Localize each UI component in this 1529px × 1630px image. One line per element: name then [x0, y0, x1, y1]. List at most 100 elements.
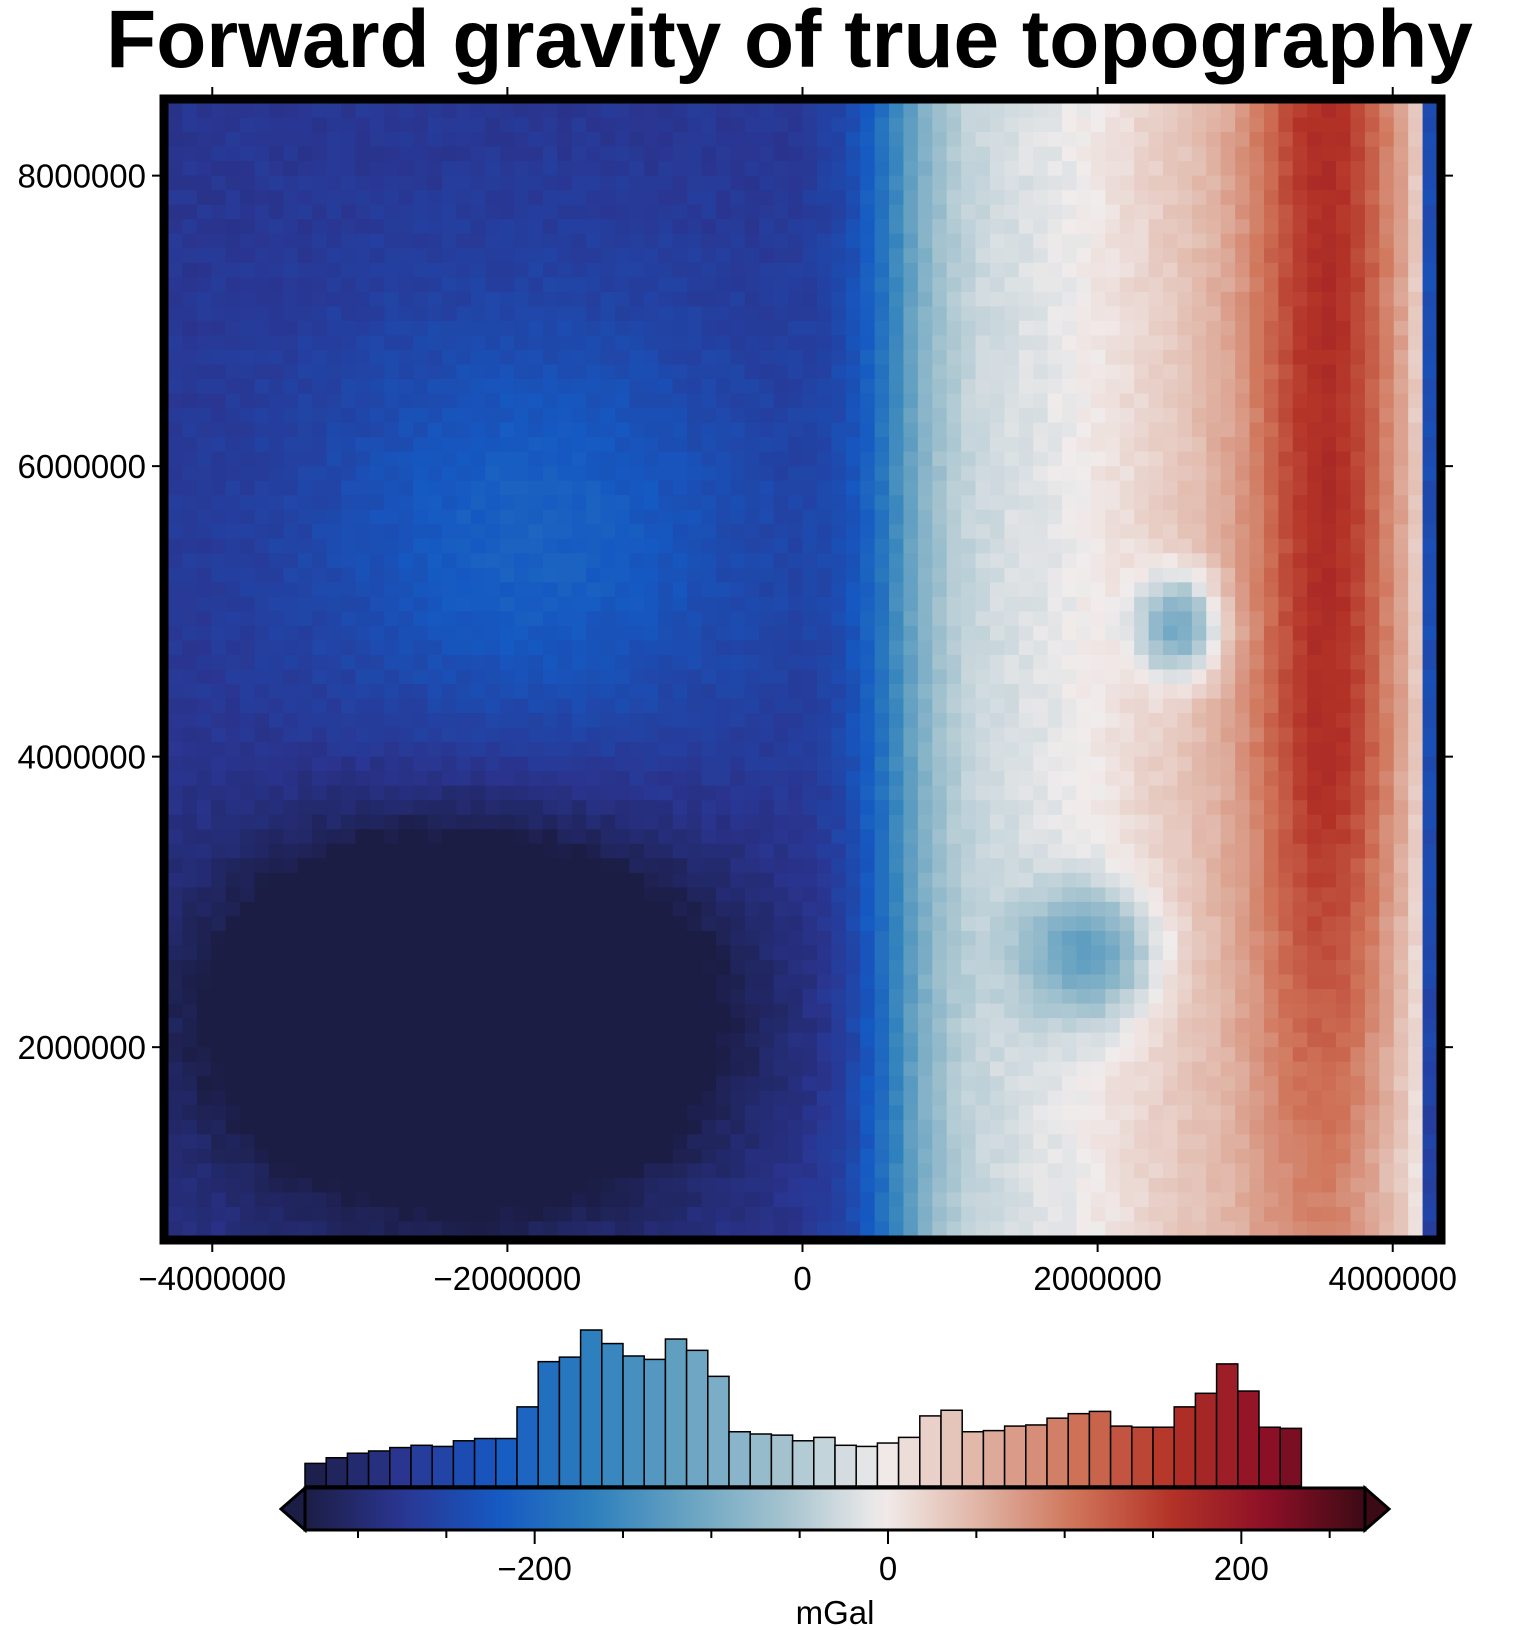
heatmap-cell — [1148, 233, 1164, 249]
heatmap-cell — [1062, 654, 1078, 671]
heatmap-cell — [730, 640, 746, 656]
heatmap-cell — [182, 349, 198, 366]
heatmap-cell — [730, 625, 746, 642]
heatmap-cell — [1249, 756, 1265, 772]
heatmap-cell — [485, 306, 501, 322]
heatmap-cell — [1119, 684, 1135, 700]
heatmap-cell — [759, 117, 775, 133]
heatmap-cell — [1134, 524, 1150, 540]
heatmap-cell — [845, 887, 861, 903]
heatmap-cell — [932, 814, 948, 830]
heatmap-cell — [557, 785, 573, 801]
heatmap-cell — [297, 524, 313, 540]
heatmap-cell — [1292, 742, 1308, 758]
heatmap-cell — [1047, 262, 1063, 278]
heatmap-cell — [355, 146, 371, 162]
heatmap-cell — [413, 349, 429, 366]
heatmap-cell — [759, 538, 775, 554]
heatmap-cell — [1292, 756, 1308, 772]
heatmap-cell — [211, 451, 227, 467]
heatmap-cell — [1263, 625, 1279, 642]
heatmap-cell — [744, 713, 760, 729]
heatmap-cell — [441, 785, 458, 801]
heatmap-cell — [341, 132, 357, 148]
heatmap-cell — [586, 669, 602, 685]
heatmap-cell — [1134, 538, 1150, 554]
heatmap-cell — [1105, 364, 1121, 380]
heatmap-cell — [773, 161, 789, 177]
heatmap-cell — [355, 204, 371, 220]
heatmap-cell — [773, 378, 789, 395]
heatmap-cell — [1379, 408, 1395, 424]
heatmap-cell — [1393, 800, 1409, 816]
heatmap-cell — [1047, 349, 1063, 366]
heatmap-cell — [528, 132, 544, 148]
heatmap-cell — [1393, 349, 1409, 366]
heatmap-cell — [1321, 611, 1337, 627]
heatmap-cell — [759, 669, 775, 685]
heatmap-cell — [759, 553, 775, 569]
heatmap-cell — [831, 553, 847, 569]
heatmap-cell — [759, 306, 775, 322]
heatmap-cell — [1148, 437, 1164, 453]
heatmap-cell — [1076, 175, 1092, 191]
heatmap-cell — [715, 553, 731, 569]
heatmap-cell — [1191, 843, 1207, 859]
heatmap-cell — [975, 887, 991, 903]
heatmap-cell — [1090, 349, 1106, 366]
heatmap-cells — [168, 103, 1438, 1237]
heatmap-cell — [1119, 175, 1135, 191]
heatmap-cell — [1090, 582, 1106, 598]
heatmap-cell — [600, 785, 616, 801]
heatmap-cell — [211, 611, 227, 627]
heatmap-cell — [499, 175, 515, 191]
heatmap-cell — [384, 437, 400, 453]
heatmap-cell — [514, 669, 530, 685]
heatmap-cell — [1292, 466, 1308, 482]
heatmap-cell — [485, 132, 501, 148]
heatmap-cell — [182, 785, 198, 801]
heatmap-cell — [456, 887, 472, 903]
heatmap-cell — [326, 582, 342, 598]
heatmap-cell — [571, 437, 587, 453]
heatmap-cell — [384, 248, 400, 264]
heatmap-cell — [571, 742, 587, 758]
heatmap-cell — [586, 858, 602, 874]
heatmap-cell — [225, 567, 241, 583]
heatmap-cell — [341, 742, 357, 758]
heatmap-cell — [1076, 495, 1092, 511]
heatmap-cell — [687, 408, 703, 424]
heatmap-cell — [629, 175, 645, 191]
heatmap-cell — [932, 582, 948, 598]
heatmap-cell — [932, 538, 948, 554]
heatmap-cell — [1105, 233, 1121, 249]
heatmap-cell — [874, 262, 890, 278]
heatmap-cell — [1393, 422, 1409, 438]
heatmap-cell — [975, 422, 991, 438]
heatmap-cell — [845, 161, 861, 177]
heatmap-cell — [672, 161, 688, 177]
heatmap-cell — [283, 698, 299, 714]
heatmap-cell — [485, 248, 501, 264]
heatmap-cell — [1336, 146, 1352, 162]
heatmap-cell — [470, 640, 486, 656]
heatmap-cell — [802, 480, 818, 496]
heatmap-cell — [355, 567, 371, 583]
heatmap-cell — [1307, 349, 1323, 366]
heatmap-cell — [1047, 495, 1063, 511]
heatmap-cell — [168, 756, 184, 772]
heatmap-cell — [240, 669, 256, 685]
heatmap-cell — [542, 524, 558, 540]
heatmap-cell — [369, 771, 385, 787]
heatmap-cell — [268, 698, 284, 714]
heatmap-cell — [283, 582, 299, 598]
heatmap-cell — [961, 393, 977, 409]
heatmap-cell — [715, 248, 731, 264]
heatmap-cell — [975, 190, 991, 206]
heatmap-cell — [773, 814, 789, 830]
heatmap-cell — [1321, 567, 1337, 583]
heatmap-cell — [687, 901, 703, 918]
heatmap-cell — [1292, 117, 1308, 133]
heatmap-cell — [658, 190, 674, 206]
heatmap-cell — [1105, 291, 1121, 307]
